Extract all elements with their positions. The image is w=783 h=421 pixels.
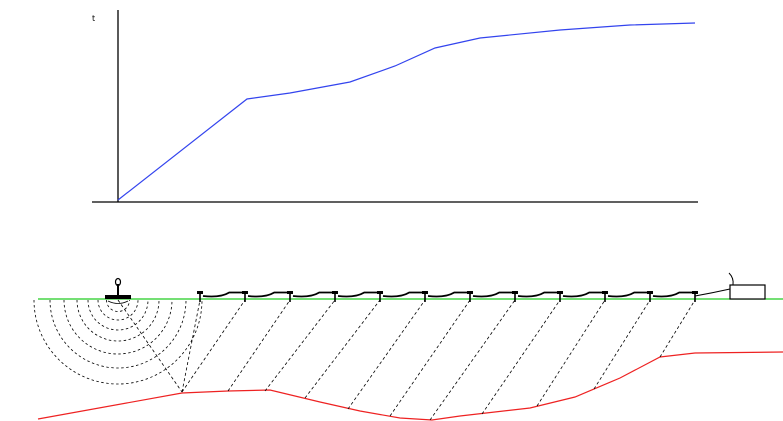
ray-path [181, 299, 201, 393]
geophone-icon [647, 291, 653, 302]
geophone-icon [287, 291, 293, 302]
seismic-source-icon [105, 277, 131, 304]
recorder-cable [694, 288, 731, 297]
geophone-cable [202, 291, 242, 298]
ray-path [481, 299, 561, 415]
wavefront-arc [63, 299, 173, 355]
ray-path [347, 299, 426, 410]
refractor-boundary-line [37, 351, 783, 421]
geophone-icon [512, 291, 518, 302]
geophone-cable [472, 291, 512, 298]
ray-paths [117, 299, 696, 421]
geophone-icon [332, 291, 338, 302]
geophone-cable [562, 291, 602, 298]
geophone-cable [382, 291, 422, 298]
ray-path [117, 299, 183, 393]
wavefront-arc [87, 299, 149, 331]
traveltime-curve [117, 22, 696, 201]
ray-path [593, 299, 651, 390]
seismograph-recorder-icon [728, 272, 766, 300]
geophone-spread [197, 291, 698, 302]
geophone-cable [607, 291, 647, 298]
geophone-cable [652, 291, 692, 298]
geophone-icon [197, 291, 203, 302]
wavefront-arc [106, 299, 130, 312]
ray-path [389, 299, 471, 417]
wavefront-arc [76, 299, 160, 342]
ray-path [264, 299, 336, 392]
geophone-icon [692, 291, 698, 302]
geophone-cable [337, 291, 377, 298]
ray-path [181, 299, 246, 393]
geophone-icon [377, 291, 383, 302]
geophone-icon [422, 291, 428, 302]
geophone-cable [517, 291, 557, 298]
wavefront-arc [97, 299, 139, 321]
geophone-cable [247, 291, 287, 298]
wavefront-arc [33, 299, 203, 385]
geophone-cable [292, 291, 332, 298]
ray-path [659, 299, 696, 358]
geophone-icon [602, 291, 608, 302]
ray-path [227, 299, 291, 392]
wavefront-arc [49, 299, 187, 369]
ray-path [536, 299, 606, 407]
wavefront-arcs [33, 299, 203, 385]
geophone-icon [467, 291, 473, 302]
geophone-cable [427, 291, 467, 298]
traveltime-plot: t [92, 10, 698, 203]
ray-path [304, 299, 381, 399]
geophone-icon [557, 291, 563, 302]
ray-path [429, 299, 516, 421]
geophone-icon [242, 291, 248, 302]
subsurface-cross-section [33, 272, 783, 421]
time-axis-label: t [92, 14, 95, 23]
